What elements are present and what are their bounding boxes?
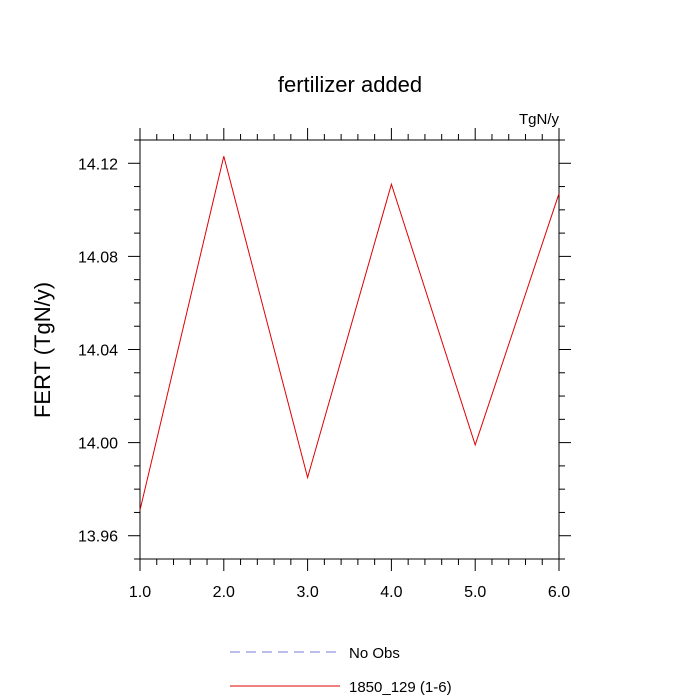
axis-ticks — [128, 128, 571, 571]
plot-frame — [139, 139, 560, 560]
y-tick-label: 13.96 — [78, 529, 118, 546]
x-tick-label: 1.0 — [129, 584, 151, 601]
y-tick-label: 14.08 — [78, 249, 118, 266]
chart-title: fertilizer added — [278, 72, 422, 97]
y-axis-label: FERT (TgN/y) — [30, 282, 55, 418]
units-label: TgN/y — [519, 111, 560, 128]
y-tick-label: 14.04 — [78, 343, 118, 360]
x-tick-label: 2.0 — [213, 584, 235, 601]
x-tick-label: 5.0 — [464, 584, 486, 601]
x-tick-label: 4.0 — [380, 584, 402, 601]
series-layer — [139, 156, 560, 511]
y-tick-label: 14.00 — [78, 436, 118, 453]
tick-labels: 1.0 2.0 3.0 4.0 5.0 6.0 13.96 14.00 14.04 14.08 14… — [78, 156, 570, 601]
legend-label: No Obs — [349, 645, 400, 662]
legend: No Obs 1850_129 (1-6) — [230, 645, 452, 696]
y-tick-label: 14.12 — [78, 156, 118, 173]
x-tick-label: 3.0 — [296, 584, 318, 601]
x-tick-label: 6.0 — [548, 584, 570, 601]
legend-label: 1850_129 (1-6) — [349, 679, 452, 696]
series-line — [139, 156, 560, 511]
